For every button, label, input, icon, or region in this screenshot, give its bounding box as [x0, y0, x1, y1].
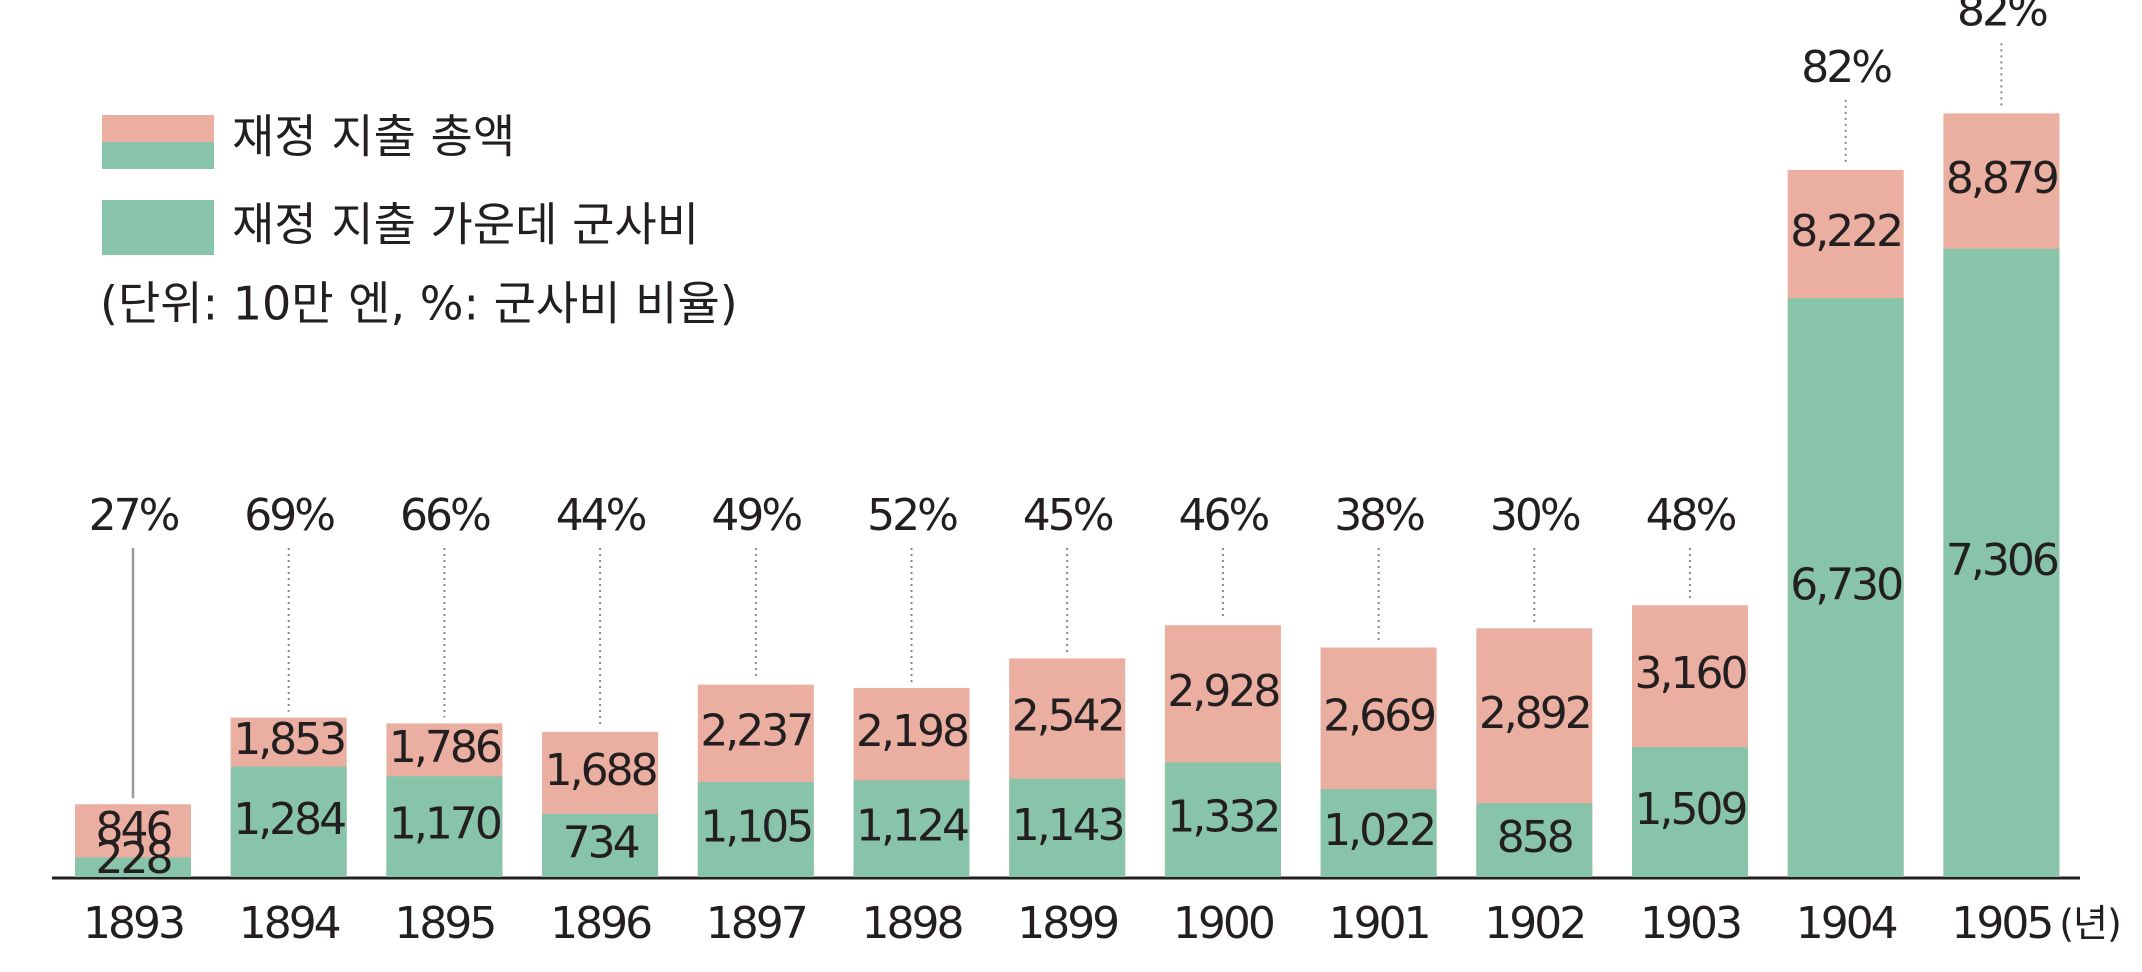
- value-label: 6,730: [1790, 560, 1902, 611]
- bar-military: [1009, 778, 1126, 877]
- value-label: 2,237: [700, 705, 811, 756]
- value-label: 1,786: [389, 722, 501, 773]
- ratio-label: 66%: [400, 490, 490, 541]
- ratio-label: 52%: [867, 490, 957, 541]
- x-tick-label: 1903: [1640, 898, 1740, 949]
- bar-military: [75, 857, 191, 877]
- bar-military: [853, 780, 970, 877]
- ratio-label: 69%: [244, 490, 334, 541]
- x-tick-label: 1898: [862, 898, 962, 949]
- value-label: 1,143: [1012, 800, 1123, 851]
- legend-swatch: [102, 200, 214, 255]
- value-label: 1,105: [700, 801, 811, 852]
- value-label: 846: [96, 803, 172, 854]
- x-tick-label: 1893: [83, 898, 183, 949]
- value-label: 7,306: [1946, 535, 2058, 586]
- bar-military: [1476, 803, 1593, 877]
- legend-swatch-top: [102, 115, 214, 142]
- bar-military: [1943, 248, 2060, 877]
- ratio-label: 30%: [1490, 490, 1580, 541]
- value-label: 1,284: [233, 794, 345, 845]
- ratio-label: 46%: [1179, 490, 1269, 541]
- bar-military: [1632, 747, 1748, 877]
- ratio-label: 82%: [1801, 42, 1891, 93]
- ratio-label: 45%: [1023, 490, 1113, 541]
- value-label: 1,688: [545, 745, 656, 796]
- value-label: 1,124: [856, 801, 968, 852]
- ratio-label: 44%: [556, 490, 646, 541]
- x-tick-label: 1895: [394, 898, 494, 949]
- ratio-label: 49%: [711, 490, 801, 541]
- x-tick-label: 1902: [1484, 898, 1584, 949]
- value-label: 1,022: [1323, 805, 1434, 856]
- legend-label: 재정 지출 총액: [232, 110, 515, 164]
- x-tick-label: 1896: [550, 898, 651, 949]
- value-label: 2,892: [1479, 688, 1590, 739]
- bar-military: [697, 781, 814, 877]
- ratio-label: 38%: [1334, 490, 1424, 541]
- legend-label: 재정 지출 가운데 군사비: [232, 198, 699, 252]
- value-label: 2,542: [1012, 691, 1123, 742]
- value-label: 1,853: [233, 714, 344, 765]
- value-label: 2,669: [1323, 690, 1434, 741]
- ratio-label: 27%: [89, 490, 179, 541]
- x-tick-label: 1904: [1796, 898, 1897, 949]
- x-tick-label: 1900: [1173, 898, 1274, 949]
- value-label: 1,509: [1635, 784, 1746, 835]
- ratio-label: 82%: [1957, 0, 2047, 36]
- bar-military: [230, 766, 347, 877]
- value-label: 8,222: [1790, 206, 1901, 257]
- bar-military: [386, 776, 503, 877]
- value-label: 8,879: [1946, 153, 2057, 204]
- bar-military: [1164, 762, 1281, 877]
- x-tick-label: 1905: [1951, 898, 2051, 949]
- legend-swatch-bottom: [102, 142, 214, 169]
- bar-military: [1320, 789, 1437, 877]
- x-tick-label: 1897: [706, 898, 806, 949]
- value-label: 2,928: [1167, 666, 1278, 717]
- x-axis-label: (년): [2059, 902, 2121, 946]
- value-label: 1,170: [389, 799, 501, 850]
- value-label: 858: [1497, 812, 1572, 863]
- value-label: 3,160: [1635, 648, 1747, 699]
- x-tick-label: 1899: [1017, 898, 1117, 949]
- bar-military: [1787, 298, 1904, 878]
- x-tick-label: 1901: [1329, 898, 1429, 949]
- subtitle: (단위: 10만 엔, %: 군사비 비율): [100, 277, 738, 331]
- value-label: 734: [563, 817, 639, 868]
- value-label: 1,332: [1167, 792, 1278, 843]
- x-tick-label: 1894: [239, 898, 340, 949]
- value-label: 228: [96, 833, 171, 884]
- ratio-label: 48%: [1646, 490, 1736, 541]
- value-label: 2,198: [856, 706, 967, 757]
- bar-military: [542, 813, 659, 877]
